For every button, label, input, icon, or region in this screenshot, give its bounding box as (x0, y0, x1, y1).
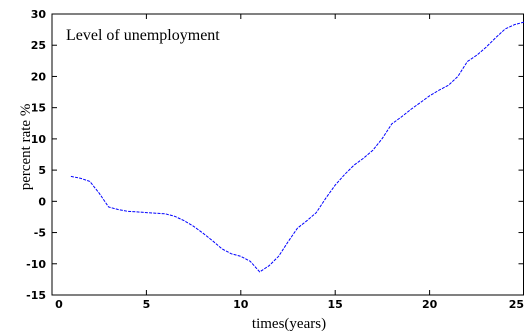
x-tick-label: 5 (143, 298, 151, 311)
axis-ticks (51, 13, 524, 296)
plot-border (51, 13, 524, 296)
x-tick-label: 15 (328, 298, 343, 311)
x-tick-label: 20 (422, 298, 438, 311)
y-axis-title: percent rate % (18, 104, 34, 191)
x-tick-label: 0 (55, 298, 63, 311)
y-tick-label: -10 (26, 258, 46, 271)
y-tick-label: 30 (31, 8, 47, 21)
series-layer (70, 21, 524, 273)
x-tick-label: 10 (233, 298, 249, 311)
y-tick-label: 10 (31, 133, 47, 146)
y-tick-label: -15 (26, 289, 46, 302)
tick-labels: 0 5 10 15 20 25 -15 -10 -5 0 5 10 15 20 25 30 (26, 8, 524, 311)
series-line (70, 21, 524, 273)
x-tick-label: 25 (509, 298, 524, 311)
y-tick-label: 25 (31, 39, 46, 52)
x-axis-title: times(years) (252, 316, 326, 331)
y-tick-label: -5 (34, 227, 46, 240)
y-tick-label: 20 (31, 70, 47, 83)
y-tick-label: 5 (38, 164, 46, 177)
plot-area (51, 13, 524, 296)
y-tick-label: 0 (38, 195, 46, 208)
chart-title: Level of unemployment (66, 27, 220, 44)
y-tick-label: 15 (31, 102, 46, 115)
